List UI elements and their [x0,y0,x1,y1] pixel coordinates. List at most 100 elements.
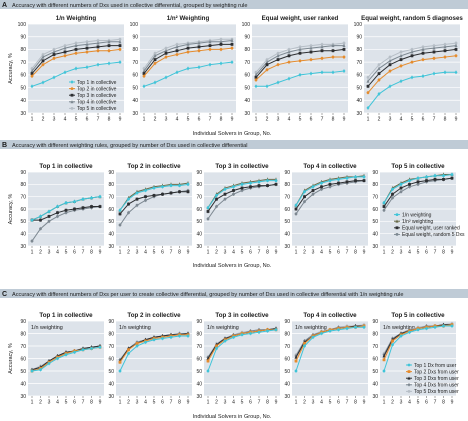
data-point [287,76,291,81]
series-4 [142,38,234,73]
data-point [175,70,179,75]
section-c-band [0,289,468,298]
y-tick-label: 50 [196,219,202,225]
y-tick-label: 100 [354,22,363,28]
data-point [230,38,234,42]
data-point [362,325,366,329]
data-point [208,48,212,51]
legend-swatch-marker [395,213,399,217]
x-tick-label: 9 [187,250,190,256]
x-tick-label: 8 [354,400,357,406]
data-point [328,185,332,189]
section-a-header: A Accuracy with different numbers of Dxs… [0,0,468,9]
x-tick-label: 1 [255,117,258,123]
panel-a4: Equal weight, random 5 diagnoses 30 40 50 60… [354,15,464,123]
data-point [30,67,34,70]
data-point [287,60,291,64]
section-c-header: C Accuracy with different numbers of Dxs… [0,289,468,298]
y-tick-label: 40 [20,98,26,104]
data-point [169,184,173,187]
legend-swatch-marker [70,93,74,97]
data-point [215,347,218,350]
data-point [56,357,59,360]
panel-b3: Top 3 in collective 30 40 50 60 70 80 90 1 2 3 4 5 6 7… [196,163,280,256]
data-point [178,184,181,187]
series-3 [206,182,278,214]
section-b-header: B Accuracy with different weighting rule… [0,140,468,149]
data-point [410,75,414,80]
x-tick-label: 5 [65,250,68,256]
x-tick-label: 5 [75,117,78,123]
x-tick-label: 4 [144,250,147,256]
data-point [276,80,280,85]
data-point [127,352,130,355]
data-point [320,181,323,185]
x-tick-label: 2 [127,250,130,256]
data-point [153,62,157,65]
data-point [254,78,258,82]
x-tick-label: 8 [332,117,335,123]
data-point [320,332,323,335]
data-point [294,355,298,359]
data-point [342,41,346,45]
x-tick-label: 2 [391,250,394,256]
data-point [450,173,454,176]
data-point [30,74,34,78]
x-tick-label: 9 [451,250,454,256]
y-tick-label: 100 [242,22,251,28]
y-tick-label: 30 [356,111,362,117]
data-point [298,47,302,51]
y-tick-label: 80 [284,331,290,337]
section-a-band [0,0,468,9]
plot-area [252,24,348,113]
x-tick-label: 1 [207,400,210,406]
data-point [153,51,157,55]
y-tick-label: 60 [196,207,202,213]
data-point [421,45,425,49]
x-tick-label: 9 [231,117,234,123]
data-point [416,328,420,332]
y-tick-label: 70 [132,60,138,66]
data-point [382,358,386,362]
data-point [257,184,261,187]
x-tick-label: 3 [312,400,315,406]
y-tick-label: 90 [108,170,114,176]
x-tick-label: 3 [400,250,403,256]
data-point [47,215,51,218]
data-point [399,54,403,58]
y-tick-label: 100 [130,22,139,28]
x-tick-label: 5 [241,250,244,256]
data-point [421,47,425,51]
panel-title: Top 2 in collective [127,312,181,319]
y-tick-label: 30 [372,244,378,250]
y-tick-label: 70 [372,344,378,350]
x-tick-label: 4 [64,117,67,123]
y-tick-label: 30 [284,394,290,400]
data-point [215,344,218,348]
data-point [354,179,357,183]
data-point [215,205,218,208]
y-tick-label: 50 [132,85,138,91]
data-point [74,43,78,48]
data-point [41,53,45,56]
data-point [208,40,212,44]
data-point [443,45,447,49]
y-tick-label: 90 [196,319,202,325]
data-point [416,182,420,186]
data-point [41,59,45,63]
data-point [63,44,67,48]
panel-title: Equal weight, random 5 diagnoses [361,15,463,22]
x-tick-label: 3 [136,400,139,406]
x-tick-label: 9 [187,400,190,406]
y-tick-label: 40 [108,231,114,237]
data-point [433,174,437,178]
y-tick-label: 60 [108,356,114,362]
series-3 [30,204,102,222]
x-tick-label: 8 [266,400,269,406]
data-point [144,198,147,202]
data-point [454,43,458,48]
data-point [153,58,157,61]
panel-a1: 1/n Weighting 30 40 50 60 70 80 90 100 1 2 3 4 5 6 7 8 9 A… [8,15,124,123]
data-point [382,208,386,212]
x-tick-label: 6 [337,250,340,256]
